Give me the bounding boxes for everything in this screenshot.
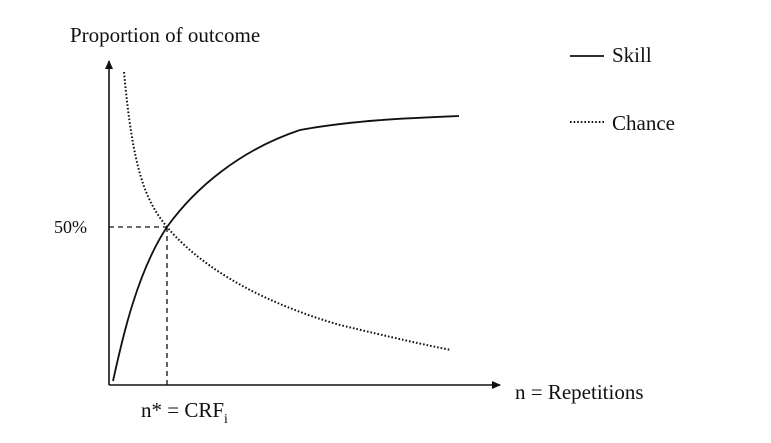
legend-item-skill: Skill	[570, 43, 652, 67]
x-axis-label: n = Repetitions	[515, 380, 644, 404]
skill-curve	[112, 115, 460, 382]
legend-item-chance: Chance	[570, 111, 675, 135]
x-marker-subscript: i	[224, 412, 228, 427]
y-marker-label: 50%	[54, 217, 87, 237]
legend: Skill Chance	[570, 43, 675, 135]
x-marker-main: n* = CRF	[141, 398, 224, 422]
legend-skill-label: Skill	[612, 43, 652, 67]
x-marker-label: n* = CRFi	[141, 398, 228, 427]
y-axis-label: Proportion of outcome	[70, 23, 260, 47]
chance-curve	[123, 71, 452, 351]
legend-chance-label: Chance	[612, 111, 675, 135]
